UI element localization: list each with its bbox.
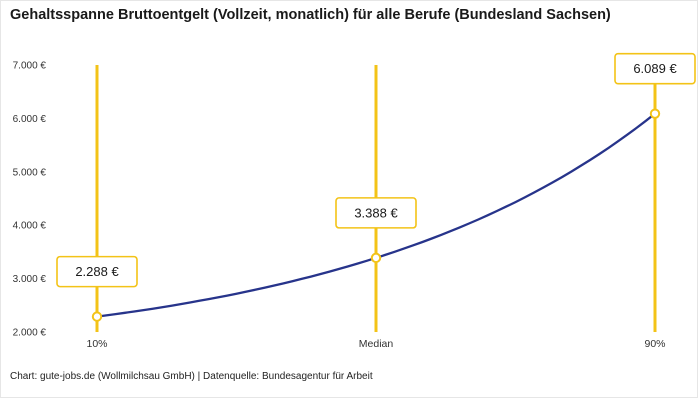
x-axis-category-label: Median (359, 338, 394, 350)
data-point-marker (91, 311, 103, 322)
y-axis-tick-label: 2.000 € (13, 328, 47, 339)
value-annotation-label: 2.288 € (75, 264, 119, 279)
value-annotation-box (335, 197, 417, 229)
y-axis-tick-label: 7.000 € (13, 61, 47, 72)
y-axis-tick-label: 4.000 € (13, 221, 47, 232)
data-point-marker (649, 108, 661, 119)
value-annotation-label: 6.089 € (633, 61, 677, 76)
x-axis-category-label: 10% (86, 338, 107, 350)
chart-source-footer: Chart: gute-jobs.de (Wollmilchsau GmbH) … (10, 371, 373, 382)
y-axis-tick-label: 5.000 € (13, 167, 47, 178)
x-axis-category-label: 90% (644, 338, 665, 350)
data-point-marker (370, 252, 382, 264)
chart-title: Gehaltsspanne Bruttoentgelt (Vollzeit, m… (10, 7, 611, 23)
value-annotation-box (614, 52, 696, 85)
y-axis-tick-label: 6.000 € (13, 114, 47, 125)
chart-canvas: 2.000 € 3.000 € 4.000 € 5.000 € 6.000 € 7.000… (13, 52, 696, 350)
value-annotation-box (56, 255, 138, 288)
value-annotation-label: 3.388 € (354, 205, 398, 220)
y-axis-tick-label: 3.000 € (13, 274, 47, 285)
